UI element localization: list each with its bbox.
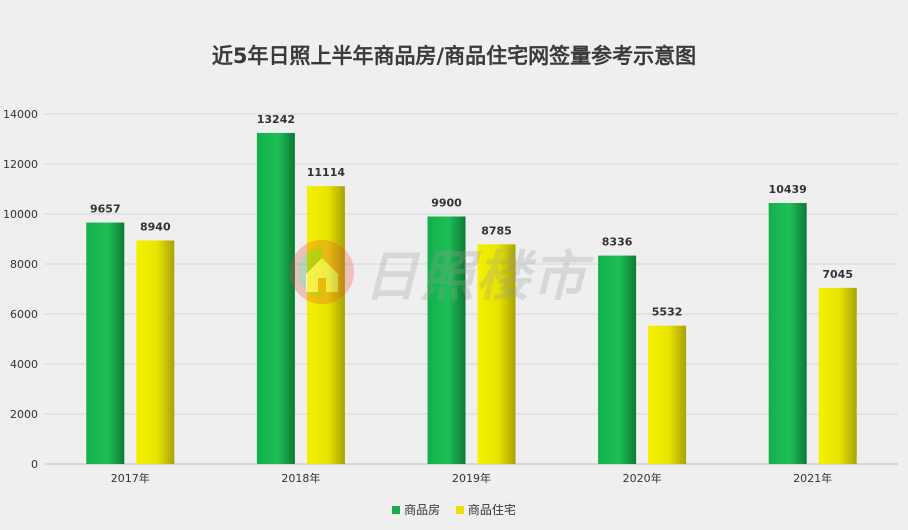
- y-tick-label: 10000: [3, 208, 38, 221]
- x-tick-label: 2019年: [452, 471, 491, 485]
- bar-series-1: [256, 132, 295, 464]
- legend-item-series-1: 商品房: [392, 501, 440, 518]
- x-tick-label: 2018年: [281, 471, 320, 485]
- y-tick-label: 2000: [10, 408, 38, 421]
- data-label: 8940: [140, 221, 171, 234]
- y-tick-label: 12000: [3, 158, 38, 171]
- x-tick-label: 2017年: [111, 471, 150, 485]
- bar-series-2: [818, 287, 857, 464]
- data-label: 13242: [257, 113, 295, 126]
- chart-title: 近5年日照上半年商品房/商品住宅网签量参考示意图: [211, 44, 697, 68]
- bar-series-1: [598, 255, 637, 464]
- data-label: 10439: [769, 183, 807, 196]
- data-label: 8336: [602, 236, 633, 249]
- legend-swatch-series-1: [392, 505, 401, 514]
- data-label: 5532: [652, 306, 683, 319]
- x-tick-label: 2020年: [623, 471, 662, 485]
- legend: 商品房 商品住宅: [0, 501, 908, 518]
- bar-series-1: [427, 216, 466, 464]
- legend-label-series-2: 商品住宅: [467, 503, 516, 517]
- y-tick-label: 8000: [10, 258, 38, 271]
- y-tick-label: 4000: [10, 358, 38, 371]
- legend-label-series-1: 商品房: [404, 503, 441, 517]
- data-label: 9900: [431, 197, 462, 210]
- bar-series-2: [136, 240, 175, 464]
- bar-series-1: [86, 222, 125, 464]
- bar-series-2: [648, 325, 687, 464]
- bar-series-2: [477, 244, 516, 464]
- legend-swatch-series-2: [455, 505, 464, 514]
- house-logo-icon: [290, 239, 354, 304]
- legend-item-series-2: 商品住宅: [455, 501, 516, 518]
- y-tick-label: 0: [31, 458, 38, 471]
- x-tick-label: 2021年: [793, 471, 832, 485]
- watermark-text: 日照楼市: [364, 245, 588, 308]
- bar-series-2: [306, 186, 345, 464]
- data-label: 8785: [481, 224, 512, 237]
- bar-series-1: [768, 203, 807, 464]
- data-label: 7045: [822, 268, 853, 281]
- y-tick-label: 6000: [10, 308, 38, 321]
- y-tick-label: 14000: [3, 108, 38, 121]
- data-label: 11114: [307, 166, 346, 179]
- data-label: 9657: [90, 203, 121, 216]
- watermark: 日照楼市: [288, 232, 588, 311]
